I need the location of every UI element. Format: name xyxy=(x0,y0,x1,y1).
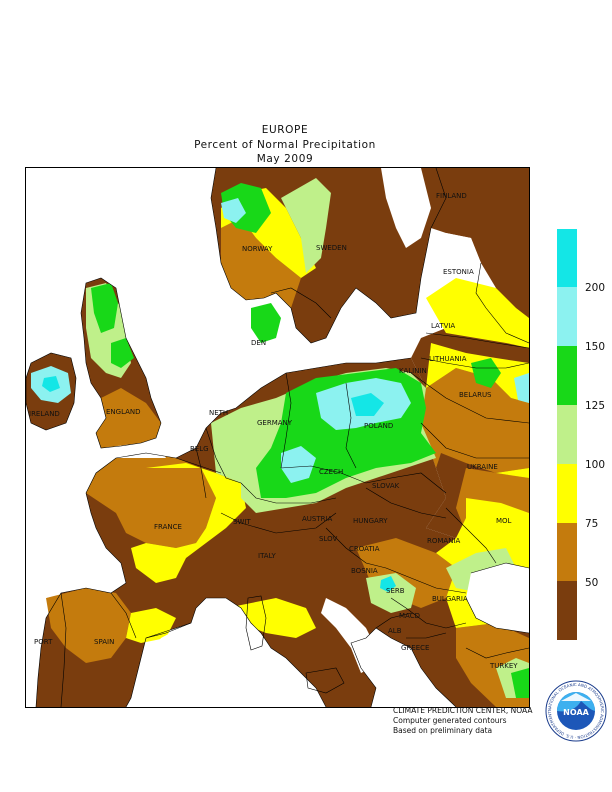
label-england: ENGLAND xyxy=(106,408,141,416)
label-kalinin: KALININ xyxy=(399,367,427,375)
label-estonia: ESTONIA xyxy=(443,268,474,276)
label-spain: SPAIN xyxy=(94,638,114,646)
label-latvia: LATVIA xyxy=(431,322,455,330)
noaa-logo-text: NOAA xyxy=(563,708,589,717)
legend-swatch-100-125 xyxy=(557,405,577,464)
label-belgium: BELG xyxy=(190,445,209,453)
label-germany: GERMANY xyxy=(257,419,293,427)
label-hungary: HUNGARY xyxy=(353,517,388,525)
band-50-75 xyxy=(46,218,529,707)
precipitation-map: NORWAY SWEDEN FINLAND ESTONIA LATVIA LIT… xyxy=(25,167,530,708)
label-greece: GREECE xyxy=(401,644,429,652)
noaa-seal-icon: NATIONAL OCEANIC AND ATMOSPHERIC ADMINIS… xyxy=(543,676,607,742)
map-region-title: EUROPE xyxy=(261,124,309,136)
label-bosnia: BOSNIA xyxy=(351,567,378,575)
legend-tick-100: 100 xyxy=(585,459,606,471)
label-denmark: DEN xyxy=(251,339,266,347)
label-norway: NORWAY xyxy=(242,245,273,253)
map-svg: NORWAY SWEDEN FINLAND ESTONIA LATVIA LIT… xyxy=(26,168,529,707)
label-slovakia: SLOVAK xyxy=(372,482,400,490)
band-gt200 xyxy=(42,376,396,592)
label-albania: ALB xyxy=(388,627,402,635)
label-ireland: IRELAND xyxy=(29,410,60,418)
credit-method: Computer generated contours xyxy=(393,716,507,725)
legend-swatch-75-100 xyxy=(557,464,577,523)
label-finland: FINLAND xyxy=(436,192,467,200)
legend-tick-50: 50 xyxy=(585,577,599,589)
legend-tick-75: 75 xyxy=(585,518,599,530)
label-belarus: BELARUS xyxy=(459,391,492,399)
legend-colorbar xyxy=(557,229,577,640)
label-netherlands: NETH xyxy=(209,409,228,417)
borders xyxy=(26,168,529,707)
legend-swatch-gt200 xyxy=(557,229,577,287)
map-period-title: May 2009 xyxy=(256,153,314,165)
label-switzerland: SWIT xyxy=(233,518,251,526)
label-france: FRANCE xyxy=(154,523,182,531)
label-czech: CZECH xyxy=(319,468,343,476)
legend-swatch-125-150 xyxy=(557,346,577,405)
label-italy: ITALY xyxy=(258,552,277,560)
label-croatia: CROATIA xyxy=(349,545,380,553)
legend-swatch-150-200 xyxy=(557,287,577,346)
label-poland: POLAND xyxy=(364,422,393,430)
label-austria: AUSTRIA xyxy=(302,515,333,523)
legend-tick-150: 150 xyxy=(585,341,606,353)
legend-tick-200: 200 xyxy=(585,282,606,294)
label-bulgaria: BULGARIA xyxy=(432,595,468,603)
label-serbia: SERB xyxy=(386,587,405,595)
country-labels: NORWAY SWEDEN FINLAND ESTONIA LATVIA LIT… xyxy=(29,192,518,670)
seas xyxy=(26,168,529,707)
label-slovenia: SLOV xyxy=(319,535,337,543)
credit-source: CLIMATE PREDICTION CENTER, NOAA xyxy=(393,706,533,715)
legend-swatch-50-75 xyxy=(557,523,577,581)
label-romania: ROMANIA xyxy=(427,537,461,545)
label-ukraine: UKRAINE xyxy=(467,463,498,471)
legend-tick-125: 125 xyxy=(585,400,606,412)
map-variable-title: Percent of Normal Precipitation xyxy=(194,139,376,151)
label-macedonia: MACD xyxy=(399,612,420,620)
label-lithuania: LITHUANIA xyxy=(429,355,467,363)
credit-data-status: Based on preliminary data xyxy=(393,726,493,735)
legend-swatch-lt50 xyxy=(557,581,577,640)
label-turkey: TURKEY xyxy=(489,662,518,670)
label-portugal: PORT xyxy=(34,638,53,646)
label-sweden: SWEDEN xyxy=(316,244,347,252)
label-moldova: MOL xyxy=(496,517,512,525)
noaa-logo: NATIONAL OCEANIC AND ATMOSPHERIC ADMINIS… xyxy=(543,676,607,742)
